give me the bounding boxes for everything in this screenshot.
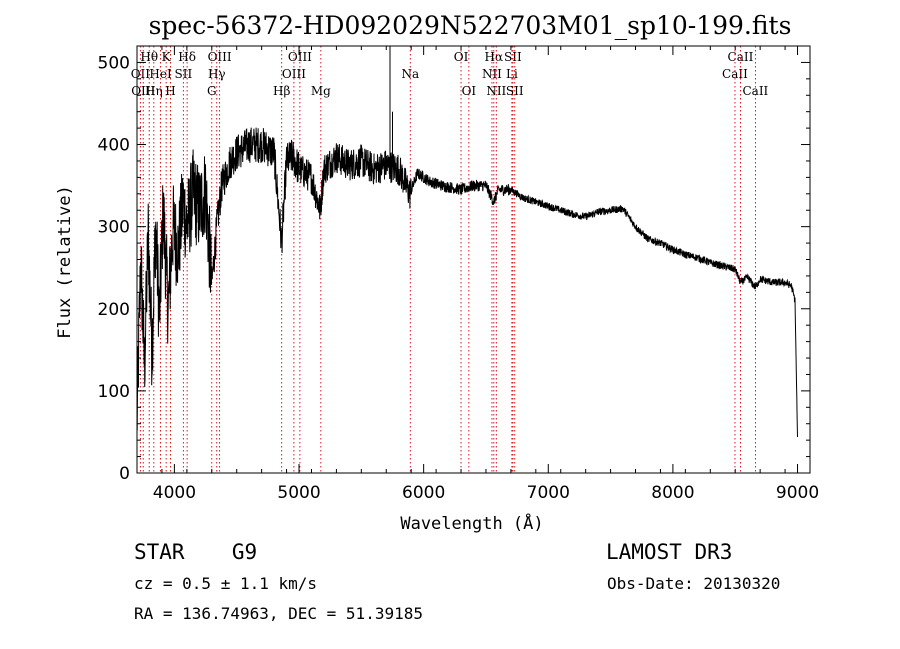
line-label: Hθ: [140, 50, 158, 64]
y-axis-label: Flux (relative): [55, 185, 75, 339]
line-label: NII: [486, 84, 506, 98]
line-label: OIII: [208, 50, 232, 64]
line-label: Mg: [311, 84, 331, 98]
line-label: SII: [504, 50, 522, 64]
line-label: Hγ: [208, 67, 226, 81]
x-tick-label: 8000: [651, 483, 694, 503]
line-label: Hη: [145, 84, 163, 98]
x-tick-label: 5000: [277, 483, 320, 503]
line-label: Na: [401, 67, 419, 81]
line-label: G: [207, 84, 217, 98]
redshift-cz: cz = 0.5 ± 1.1 km/s: [134, 574, 318, 593]
coordinates: RA = 136.74963, DEC = 51.39185: [134, 604, 423, 623]
x-tick-label: 4000: [153, 483, 196, 503]
line-label: OI: [462, 84, 477, 98]
line-label: Li: [506, 67, 518, 81]
spectrum-series: [136, 46, 798, 438]
line-label: CaII: [742, 84, 768, 98]
spectral-line-markers: OIIOIIIHθHηHeIKHSIIHδGHγOIIIHβOIIIOIIIMg…: [131, 46, 769, 473]
line-label: SII: [175, 67, 193, 81]
line-label: CaII: [728, 50, 754, 64]
object-class: STAR G9: [134, 540, 257, 564]
line-label: NII: [482, 67, 502, 81]
x-tick-label: 7000: [527, 483, 570, 503]
line-label: K: [162, 50, 172, 64]
line-label: CaII: [722, 67, 748, 81]
spectrum-line: [136, 127, 798, 438]
line-label: Hα: [485, 50, 504, 64]
observation-date: Obs-Date: 20130320: [607, 574, 781, 593]
line-label: OII: [131, 67, 151, 81]
object-class-value: STAR: [134, 540, 185, 564]
x-axis-label: Wavelength (Å): [400, 512, 543, 534]
line-label: OI: [454, 50, 469, 64]
y-tick-label: 200: [98, 300, 130, 320]
survey-name: LAMOST DR3: [606, 540, 733, 564]
line-label: OIII: [288, 50, 312, 64]
line-label: SII: [506, 84, 524, 98]
y-tick-label: 400: [98, 136, 130, 156]
line-label: Hδ: [178, 50, 196, 64]
line-label: OIII: [282, 67, 306, 81]
line-label: Hβ: [273, 84, 290, 98]
line-label: H: [165, 84, 175, 98]
y-tick-label: 0: [119, 464, 130, 484]
x-tick-label: 9000: [776, 483, 819, 503]
x-tick-label: 6000: [402, 483, 445, 503]
y-tick-label: 100: [98, 382, 130, 402]
y-tick-label: 300: [98, 218, 130, 238]
y-tick-label: 500: [98, 53, 130, 73]
axis-ticks: 4000 5000 6000 7000 8000 9000 0 100 200 300 400 500: [98, 46, 819, 503]
object-subclass-value: G9: [231, 540, 258, 564]
chart-title: spec-56372-HD092029N522703M01_sp10-199.f…: [149, 11, 792, 40]
line-label: HeI: [149, 67, 172, 81]
